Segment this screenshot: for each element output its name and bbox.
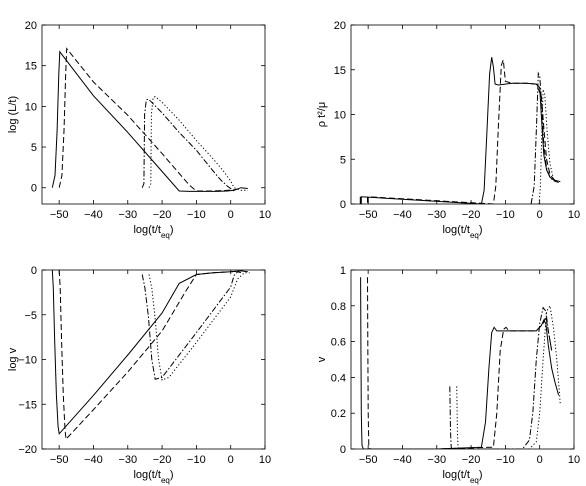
y-axis-label: log (L/t) <box>7 96 19 133</box>
x-tick-label: −40 <box>393 454 412 466</box>
series-line-dotted <box>148 272 250 381</box>
y-tick-label: −20 <box>18 444 37 456</box>
chart-panel-1: −50 −40 −30 −20 −10 0 10 0 5 10 15 20 log(t/teq) log … <box>7 20 271 240</box>
x-axis-label: log(t/teq) <box>133 469 173 485</box>
series-line-dashdot <box>141 271 242 380</box>
x-tick-label: −50 <box>50 454 69 466</box>
x-tick-label: −40 <box>393 209 412 221</box>
series-line-dashed <box>58 270 242 441</box>
x-tick-label: 0 <box>537 209 543 221</box>
x-tick-label: 0 <box>537 454 543 466</box>
x-tick-label: −50 <box>50 209 69 221</box>
x-tick-label: −20 <box>462 209 481 221</box>
x-tick-label: 0 <box>228 209 234 221</box>
x-tick-label: 10 <box>568 209 580 221</box>
x-tick-label: 10 <box>568 454 580 466</box>
series-line-dotted <box>456 304 561 449</box>
series-line-dashed <box>58 47 242 192</box>
y-axis-label: v <box>316 356 328 362</box>
series-line-dashed <box>367 59 556 204</box>
x-tick-label: −10 <box>496 209 515 221</box>
plot-frame <box>350 24 575 205</box>
y-tick-label: 5 <box>31 142 37 154</box>
x-axis-label: log(t/teq) <box>442 469 482 485</box>
series-line-solid <box>51 50 248 192</box>
x-tick-label: −40 <box>84 454 103 466</box>
x-tick-label: −50 <box>359 454 378 466</box>
x-tick-label: −50 <box>359 209 378 221</box>
y-tick-label: 0.8 <box>331 301 346 313</box>
x-tick-label: −20 <box>153 209 172 221</box>
x-axis-label: log(t/teq) <box>133 224 173 240</box>
y-tick-label: 10 <box>25 101 37 113</box>
x-tick-label: −30 <box>118 209 137 221</box>
plot-frame <box>41 24 266 205</box>
x-tick-label: −10 <box>187 209 206 221</box>
y-tick-label: 0 <box>340 444 346 456</box>
y-tick-label: 0 <box>31 265 37 277</box>
y-tick-label: 20 <box>334 20 346 32</box>
x-tick-label: −40 <box>84 209 103 221</box>
plot-frame <box>350 269 575 450</box>
y-tick-label: −5 <box>24 310 37 322</box>
y-tick-label: 15 <box>334 65 346 77</box>
x-tick-label: −20 <box>462 454 481 466</box>
series-line-solid <box>359 57 561 204</box>
y-tick-label: 20 <box>25 20 37 32</box>
x-tick-label: −10 <box>187 454 206 466</box>
x-tick-label: 0 <box>228 454 234 466</box>
y-tick-label: 15 <box>25 61 37 73</box>
x-tick-label: −30 <box>427 209 446 221</box>
y-axis-label: ρ t²/μ <box>316 102 328 127</box>
y-tick-label: 5 <box>340 154 346 166</box>
y-tick-label: 0.2 <box>331 408 346 420</box>
y-tick-label: −10 <box>18 355 37 367</box>
series-line-dotted <box>148 96 248 191</box>
y-tick-label: 0 <box>31 183 37 195</box>
y-tick-label: 1 <box>340 265 346 277</box>
series-line-solid <box>51 270 248 435</box>
x-tick-label: −20 <box>153 454 172 466</box>
x-tick-label: 10 <box>259 454 271 466</box>
x-tick-label: −30 <box>427 454 446 466</box>
y-axis-label: log v <box>7 347 19 371</box>
series-line-dashdot <box>449 306 553 449</box>
plot-frame <box>41 269 266 450</box>
series-line-solid <box>360 277 560 449</box>
x-axis-label: log(t/teq) <box>442 224 482 240</box>
y-tick-label: 0.4 <box>331 372 346 384</box>
y-tick-label: 0 <box>340 199 346 211</box>
series-line-dashed <box>367 277 553 449</box>
y-tick-label: 10 <box>334 110 346 122</box>
x-tick-label: −10 <box>496 454 515 466</box>
chart-panel-2: −50 −40 −30 −20 −10 0 10 0 5 10 15 20 log(t/teq) ρ t²… <box>316 20 580 240</box>
series-line-dashdot <box>530 71 559 204</box>
series-line-dashdot <box>141 98 235 192</box>
y-tick-label: −15 <box>18 399 37 411</box>
chart-panel-4: −50 −40 −30 −20 −10 0 10 0 0.2 0.4 0.6 0.8 1 log(t/te… <box>316 265 580 485</box>
y-tick-label: 0.6 <box>331 337 346 349</box>
x-tick-label: 10 <box>259 209 271 221</box>
x-tick-label: −30 <box>118 454 137 466</box>
chart-panel-3: −50 −40 −30 −20 −10 0 10−20−15−10−50log(t/teq)… <box>7 265 271 485</box>
